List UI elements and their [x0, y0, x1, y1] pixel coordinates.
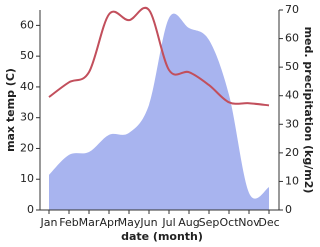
x-axis-label: date (month) — [121, 230, 203, 243]
y-tick-label: 50 — [20, 49, 34, 62]
y-tick-label: 30 — [20, 111, 34, 124]
x-tick-label: Nov — [238, 216, 260, 229]
x-tick-label: Aug — [178, 216, 199, 229]
y2-tick-label: 70 — [285, 3, 299, 16]
y-tick-label: 60 — [20, 18, 34, 31]
y2-tick-label: 10 — [285, 174, 299, 187]
x-tick-label: Jan — [40, 216, 58, 229]
y-tick-label: 40 — [20, 80, 34, 93]
y2-tick-label: 50 — [285, 60, 299, 73]
y-tick-label: 0 — [27, 203, 34, 216]
x-tick-label: Feb — [59, 216, 78, 229]
y-tick-label: 20 — [20, 141, 34, 154]
temp-line — [48, 6, 270, 107]
y2-tick-label: 20 — [285, 146, 299, 159]
y2-axis-label: med. precipitation (kg/m2) — [302, 27, 315, 194]
x-tick-label: Apr — [99, 216, 119, 229]
x-tick-label: Mar — [79, 216, 100, 229]
y2-tick-label: 30 — [285, 117, 299, 130]
y-tick-label: 10 — [20, 172, 34, 185]
x-tick-label: Dec — [258, 216, 279, 229]
y2-tick-label: 60 — [285, 32, 299, 45]
precipitation-area — [49, 13, 269, 211]
y2-tick-label: 40 — [285, 89, 299, 102]
x-tick-label: Sep — [199, 216, 220, 229]
x-tick-label: Jun — [139, 216, 157, 229]
x-tick-label: May — [118, 216, 141, 229]
y-axis-label: max temp (C) — [4, 68, 17, 152]
x-tick-label: Oct — [219, 216, 239, 229]
x-tick-label: Jul — [161, 216, 175, 229]
y2-tick-label: 0 — [285, 203, 292, 216]
